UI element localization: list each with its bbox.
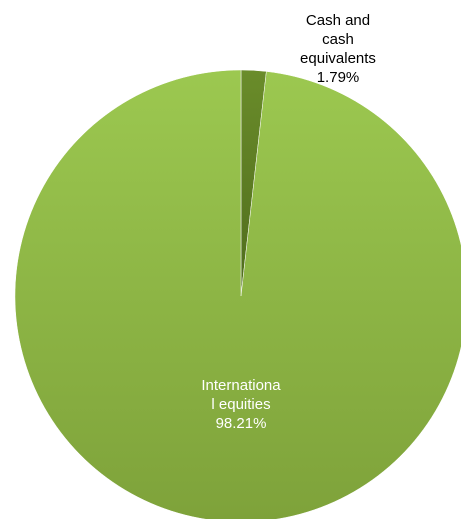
slice-label-cash: Cash and cash equivalents 1.79% (300, 12, 376, 86)
slice-label-line: Cash and (306, 12, 370, 29)
slice-label-line: l equities (211, 396, 270, 413)
slice-label-line: 98.21% (216, 415, 267, 432)
slice-label-line: cash (322, 31, 354, 48)
pie-slice-international-equities (14, 69, 461, 519)
slice-label-international-equities: Internationa l equities 98.21% (201, 377, 281, 432)
slice-label-line: equivalents (300, 50, 376, 67)
slice-label-line: Internationa (201, 377, 281, 394)
slice-label-line: 1.79% (317, 69, 360, 86)
